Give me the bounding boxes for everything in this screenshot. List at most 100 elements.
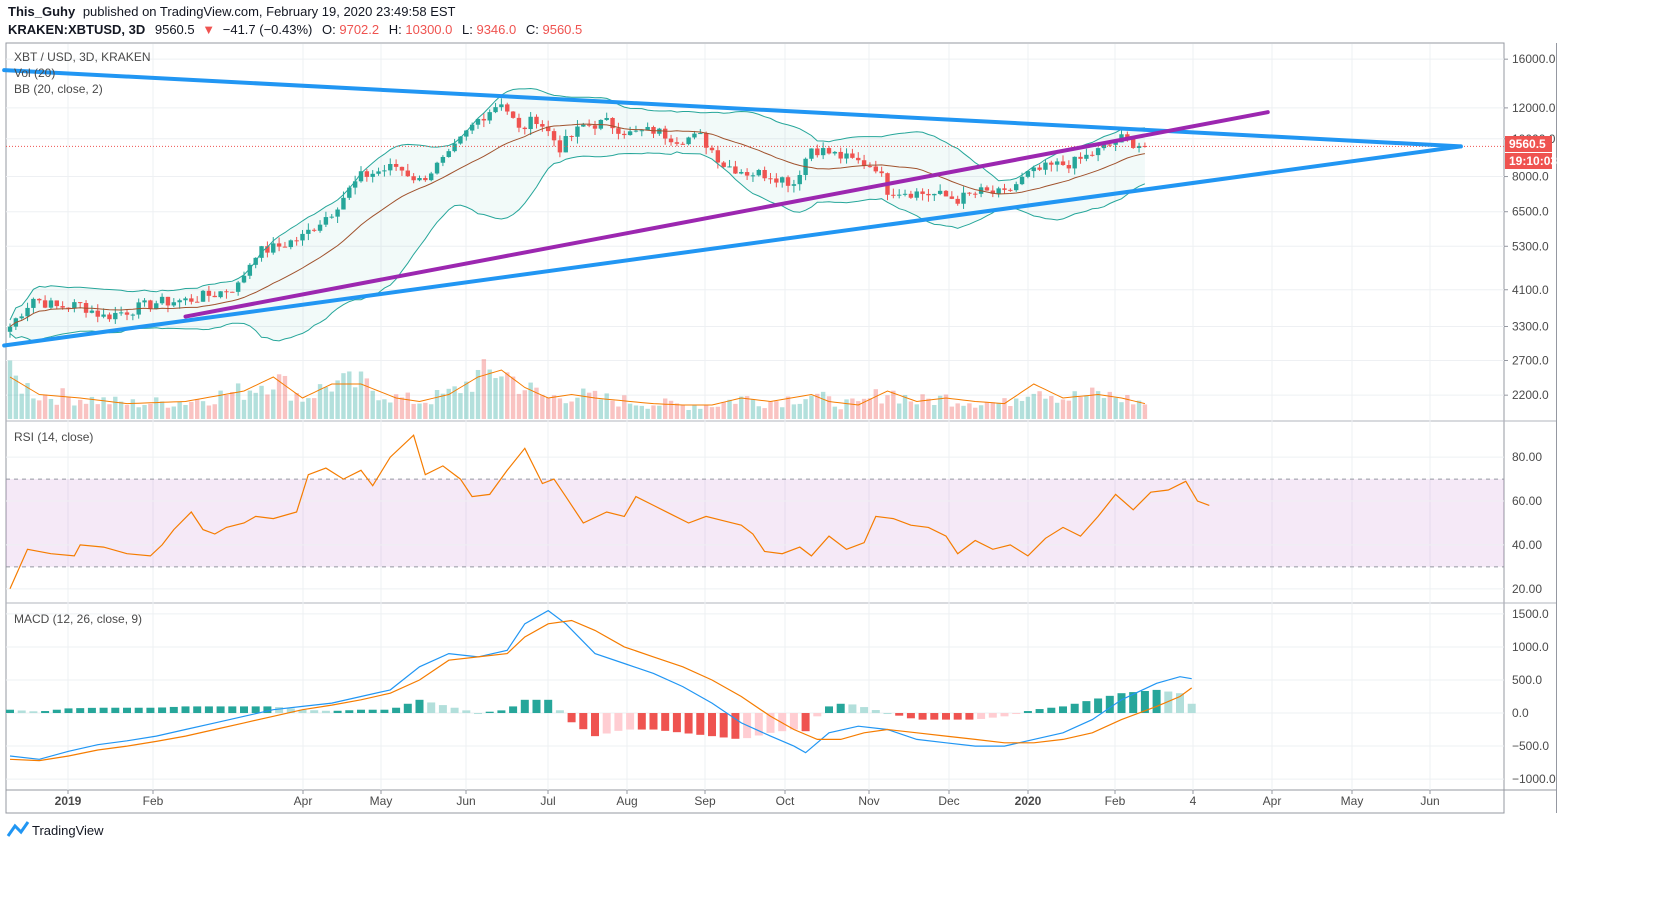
candle-body xyxy=(95,310,100,317)
publisher-user[interactable]: This_Guhy xyxy=(8,4,76,19)
candle xyxy=(130,313,136,321)
candle-body xyxy=(423,177,428,181)
volume-bars xyxy=(7,359,1148,419)
time-tick-label: May xyxy=(1341,794,1364,808)
volume-bar xyxy=(586,392,592,419)
volume-bar xyxy=(943,394,949,419)
volume-bar xyxy=(920,394,925,419)
volume-bar xyxy=(604,393,609,419)
volume-bar xyxy=(481,359,487,419)
volume-bar xyxy=(1119,402,1124,419)
volume-bar xyxy=(1049,396,1054,419)
candle xyxy=(973,191,978,199)
volume-bar xyxy=(639,405,644,419)
candle-body xyxy=(1066,165,1072,169)
macd-tick-label: 500.0 xyxy=(1512,673,1542,687)
volume-bar xyxy=(95,404,100,419)
low-label: L: xyxy=(462,22,473,37)
volume-bar xyxy=(645,408,650,419)
rsi-pane xyxy=(6,434,1504,590)
candle-body xyxy=(510,111,516,118)
volume-bar xyxy=(627,403,633,419)
candle xyxy=(300,230,305,246)
volume-bar xyxy=(48,398,54,419)
candle xyxy=(1054,158,1060,172)
candle xyxy=(581,122,586,127)
candle xyxy=(955,195,960,206)
candle-body xyxy=(709,147,715,151)
candle-body xyxy=(838,151,843,159)
candle-body xyxy=(1002,188,1007,190)
candle-body xyxy=(516,117,522,128)
candles[interactable] xyxy=(7,98,1148,338)
volume-bar xyxy=(797,403,802,419)
trend-lines[interactable] xyxy=(2,68,1463,348)
candle-body xyxy=(569,136,574,138)
volume-bar xyxy=(914,404,919,419)
bb-legend[interactable]: BB (20, close, 2) xyxy=(14,82,103,96)
candle-body xyxy=(189,298,194,302)
volume-bar xyxy=(686,410,691,419)
candle xyxy=(376,167,381,176)
candle-body xyxy=(756,169,761,176)
candle-body xyxy=(101,314,106,317)
macd-histogram-bar xyxy=(1105,695,1114,714)
candle-body xyxy=(721,162,726,167)
candle xyxy=(1095,147,1101,162)
candle xyxy=(546,120,551,137)
candle-body xyxy=(703,133,709,148)
candle xyxy=(557,135,563,158)
volume-bar xyxy=(1090,387,1095,419)
candle xyxy=(744,168,750,181)
volume-bar xyxy=(505,372,510,419)
volume-bar xyxy=(668,400,674,419)
candle-body xyxy=(926,193,931,196)
candle xyxy=(218,291,223,299)
macd-tick-label: 1500.0 xyxy=(1512,607,1549,621)
volume-bar xyxy=(458,393,463,419)
volume-bar xyxy=(499,376,504,419)
candle xyxy=(411,173,416,184)
candle xyxy=(230,291,235,293)
rsi-legend[interactable]: RSI (14, close) xyxy=(14,430,93,444)
symbol-label[interactable]: KRAKEN:XBTUSD, 3D xyxy=(8,22,145,37)
candle xyxy=(534,114,539,129)
volume-bar xyxy=(1095,391,1101,419)
candle-body xyxy=(990,190,995,194)
macd-histogram-bar xyxy=(216,706,225,714)
macd-histogram-bar xyxy=(310,710,319,714)
volume-legend[interactable]: Vol (20) xyxy=(14,66,55,80)
rsi-line xyxy=(9,434,1210,590)
candle-body xyxy=(762,169,767,179)
volume-bar xyxy=(1043,398,1048,419)
volume-bar xyxy=(633,405,639,419)
tradingview-logo[interactable]: TradingView xyxy=(6,821,104,838)
macd-histogram-bar xyxy=(532,699,541,714)
time-tick-label: Nov xyxy=(858,794,879,808)
candle-body xyxy=(604,117,609,120)
candle-body xyxy=(797,175,802,185)
candle xyxy=(926,189,931,202)
candle xyxy=(271,237,276,255)
macd-histogram-bar xyxy=(1047,707,1056,714)
price-tick-label: 2700.0 xyxy=(1512,353,1549,367)
macd-histogram-bar xyxy=(1059,706,1067,714)
main-legend-title[interactable]: XBT / USD, 3D, KRAKEN xyxy=(14,50,150,64)
candle-body xyxy=(645,126,650,131)
candle-body xyxy=(446,151,451,157)
candle xyxy=(739,169,744,175)
macd-legend[interactable]: MACD (12, 26, close, 9) xyxy=(14,612,142,626)
volume-bar xyxy=(206,405,212,419)
candle-body xyxy=(1031,167,1036,172)
candle xyxy=(282,241,288,248)
candle-body xyxy=(1060,161,1066,166)
macd-histogram-bar xyxy=(6,709,14,714)
candle-body xyxy=(118,312,124,314)
candle xyxy=(832,150,838,156)
candle xyxy=(1043,159,1048,175)
macd-histogram-bar xyxy=(1140,690,1149,714)
time-tick-label: Aug xyxy=(616,794,637,808)
macd-histogram-bar xyxy=(462,710,471,714)
volume-bar xyxy=(376,400,381,419)
